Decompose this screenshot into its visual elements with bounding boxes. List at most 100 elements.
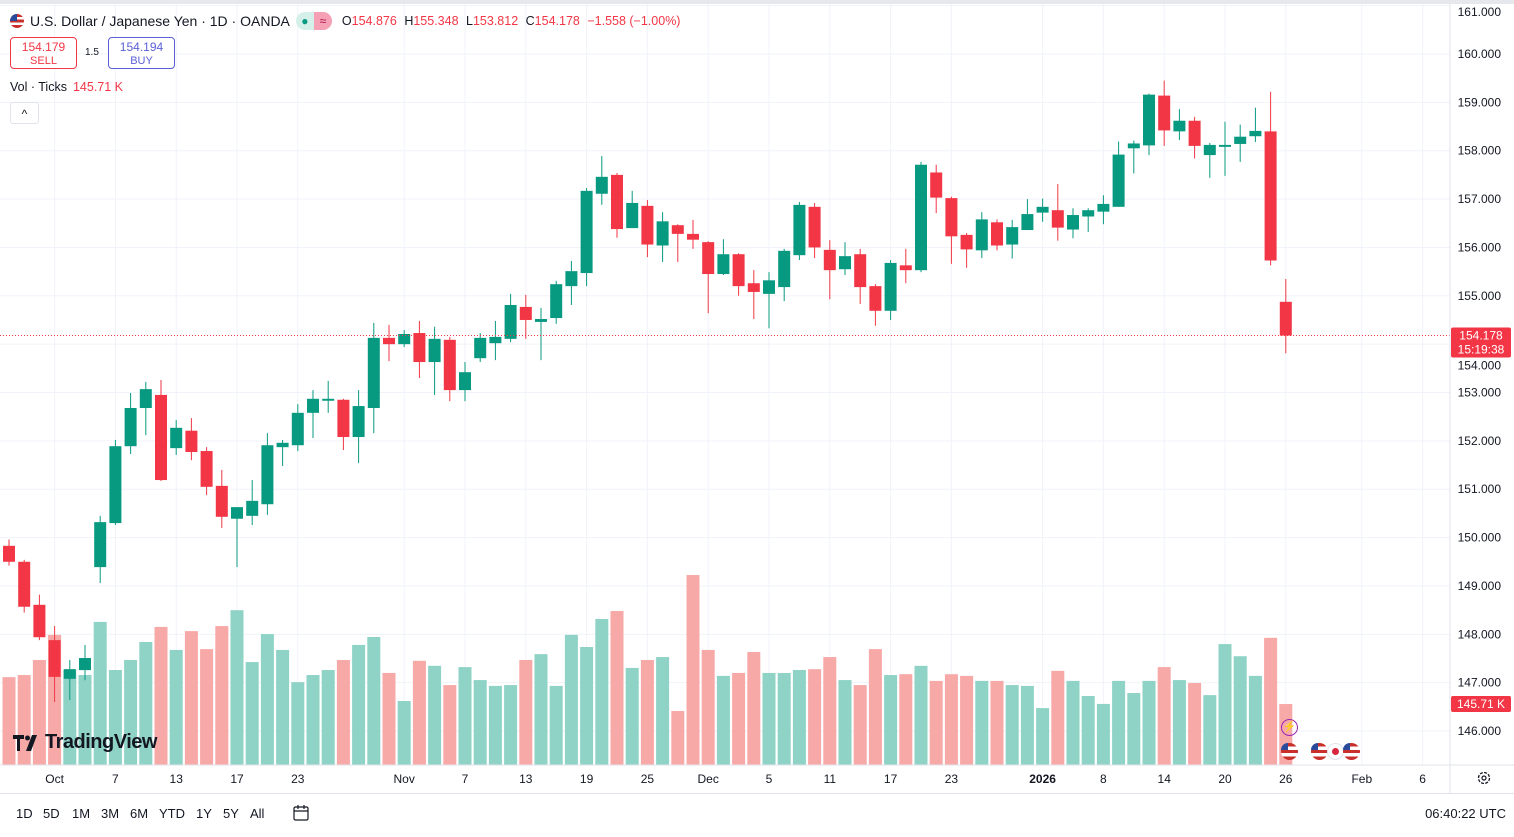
candle-body[interactable] <box>945 198 958 237</box>
settings-gear-icon[interactable] <box>1476 770 1492 786</box>
range-button-3m[interactable]: 3M <box>101 806 120 821</box>
candle-body[interactable] <box>595 176 608 194</box>
candle-body[interactable] <box>276 442 289 448</box>
candle-body[interactable] <box>367 337 380 408</box>
candle-body[interactable] <box>1234 136 1247 144</box>
candle-body[interactable] <box>1264 131 1277 261</box>
collapse-legend-button[interactable]: ^ <box>10 102 39 124</box>
candle-body[interactable] <box>215 485 228 517</box>
candle-body[interactable] <box>18 561 31 607</box>
range-button-1d[interactable]: 1D <box>16 806 33 821</box>
candle-body[interactable] <box>200 451 213 487</box>
us-event-flag-icon[interactable] <box>1281 743 1298 760</box>
candle-body[interactable] <box>626 202 639 229</box>
tradingview-logo[interactable]: TradingView <box>13 731 157 754</box>
candle-body[interactable] <box>793 204 806 256</box>
candle-body[interactable] <box>565 271 578 287</box>
price-chart[interactable]: 146.000 147.000 148.000 149.000 150.000 151.0… <box>0 4 1514 793</box>
candle-body[interactable] <box>580 190 593 274</box>
candle-body[interactable] <box>747 283 760 292</box>
range-button-1m[interactable]: 1M <box>72 806 91 821</box>
candle-body[interactable] <box>1279 301 1292 336</box>
candle-body[interactable] <box>869 286 882 311</box>
candle-body[interactable] <box>1067 215 1079 230</box>
candle-body[interactable] <box>48 640 61 677</box>
candle-body[interactable] <box>79 658 91 671</box>
candle-body[interactable] <box>261 445 274 505</box>
candle-body[interactable] <box>687 233 699 240</box>
candle-body[interactable] <box>960 234 973 250</box>
candle-body[interactable] <box>991 222 1003 246</box>
candle-body[interactable] <box>459 372 471 391</box>
lightning-event-icon[interactable]: ⚡ <box>1281 719 1298 736</box>
candle-body[interactable] <box>1188 120 1201 146</box>
candle-body[interactable] <box>915 164 927 271</box>
candle-body[interactable] <box>170 427 183 449</box>
volume-legend[interactable]: Vol · Ticks 145.71 K <box>10 80 123 94</box>
candle-body[interactable] <box>717 254 730 275</box>
clock-timezone[interactable]: 06:40:22 UTC <box>1425 806 1506 821</box>
candle-body[interactable] <box>656 221 669 246</box>
candle-body[interactable] <box>443 339 456 391</box>
candle-body[interactable] <box>1219 144 1231 147</box>
candle-body[interactable] <box>839 256 851 270</box>
candle-body[interactable] <box>3 545 15 562</box>
range-button-5d[interactable]: 5D <box>43 806 60 821</box>
candle-body[interactable] <box>550 284 563 319</box>
candle-body[interactable] <box>854 254 867 288</box>
candle-body[interactable] <box>307 398 319 413</box>
candle-body[interactable] <box>1036 206 1049 213</box>
candle-body[interactable] <box>398 334 411 345</box>
candle-body[interactable] <box>1143 94 1155 146</box>
candle-body[interactable] <box>535 319 547 322</box>
candle-body[interactable] <box>808 206 821 248</box>
candle-body[interactable] <box>1097 203 1110 212</box>
candle-body[interactable] <box>139 389 152 408</box>
candle-body[interactable] <box>519 306 532 320</box>
candle-body[interactable] <box>778 250 791 288</box>
candle-body[interactable] <box>1112 154 1125 207</box>
candle-body[interactable] <box>337 399 350 438</box>
candle-body[interactable] <box>823 249 836 271</box>
candle-body[interactable] <box>1127 143 1140 149</box>
candle-body[interactable] <box>155 394 167 481</box>
candle-body[interactable] <box>109 446 122 524</box>
candle-body[interactable] <box>975 219 988 251</box>
candle-body[interactable] <box>732 254 745 287</box>
candle-body[interactable] <box>246 500 259 516</box>
candle-body[interactable] <box>884 262 897 311</box>
range-button-ytd[interactable]: YTD <box>159 806 185 821</box>
candle-body[interactable] <box>1158 95 1171 131</box>
buy-button[interactable]: 154.194 BUY <box>108 37 175 69</box>
candle-body[interactable] <box>124 407 137 447</box>
candle-body[interactable] <box>63 669 76 679</box>
candle-body[interactable] <box>33 604 46 638</box>
calendar-goto-date-icon[interactable] <box>292 804 310 822</box>
range-button-1y[interactable]: 1Y <box>196 806 212 821</box>
candle-body[interactable] <box>291 412 304 446</box>
candle-body[interactable] <box>1082 210 1095 217</box>
candle-body[interactable] <box>611 174 623 230</box>
candle-body[interactable] <box>1021 214 1034 231</box>
candle-body[interactable] <box>671 225 684 234</box>
candle-body[interactable] <box>899 265 912 271</box>
symbol-title[interactable]: U.S. Dollar / Japanese Yen · 1D · OANDA <box>30 13 290 29</box>
candle-body[interactable] <box>322 398 335 401</box>
candle-body[interactable] <box>352 406 365 438</box>
us-event-flag-icon[interactable] <box>1311 743 1328 760</box>
candle-body[interactable] <box>1006 227 1019 245</box>
candle-body[interactable] <box>1173 120 1186 132</box>
candle-body[interactable] <box>94 522 107 568</box>
candle-body[interactable] <box>702 242 715 275</box>
range-button-6m[interactable]: 6M <box>130 806 149 821</box>
candle-body[interactable] <box>504 304 517 339</box>
candle-body[interactable] <box>474 337 487 359</box>
candle-body[interactable] <box>1203 144 1216 156</box>
range-button-5y[interactable]: 5Y <box>223 806 239 821</box>
candle-body[interactable] <box>231 507 243 519</box>
candle-body[interactable] <box>413 333 426 363</box>
candle-body[interactable] <box>489 336 502 344</box>
us-event-flag-icon[interactable] <box>1343 743 1360 760</box>
candle-body[interactable] <box>1051 210 1064 228</box>
status-pill[interactable]: ● ≈ <box>295 12 332 30</box>
